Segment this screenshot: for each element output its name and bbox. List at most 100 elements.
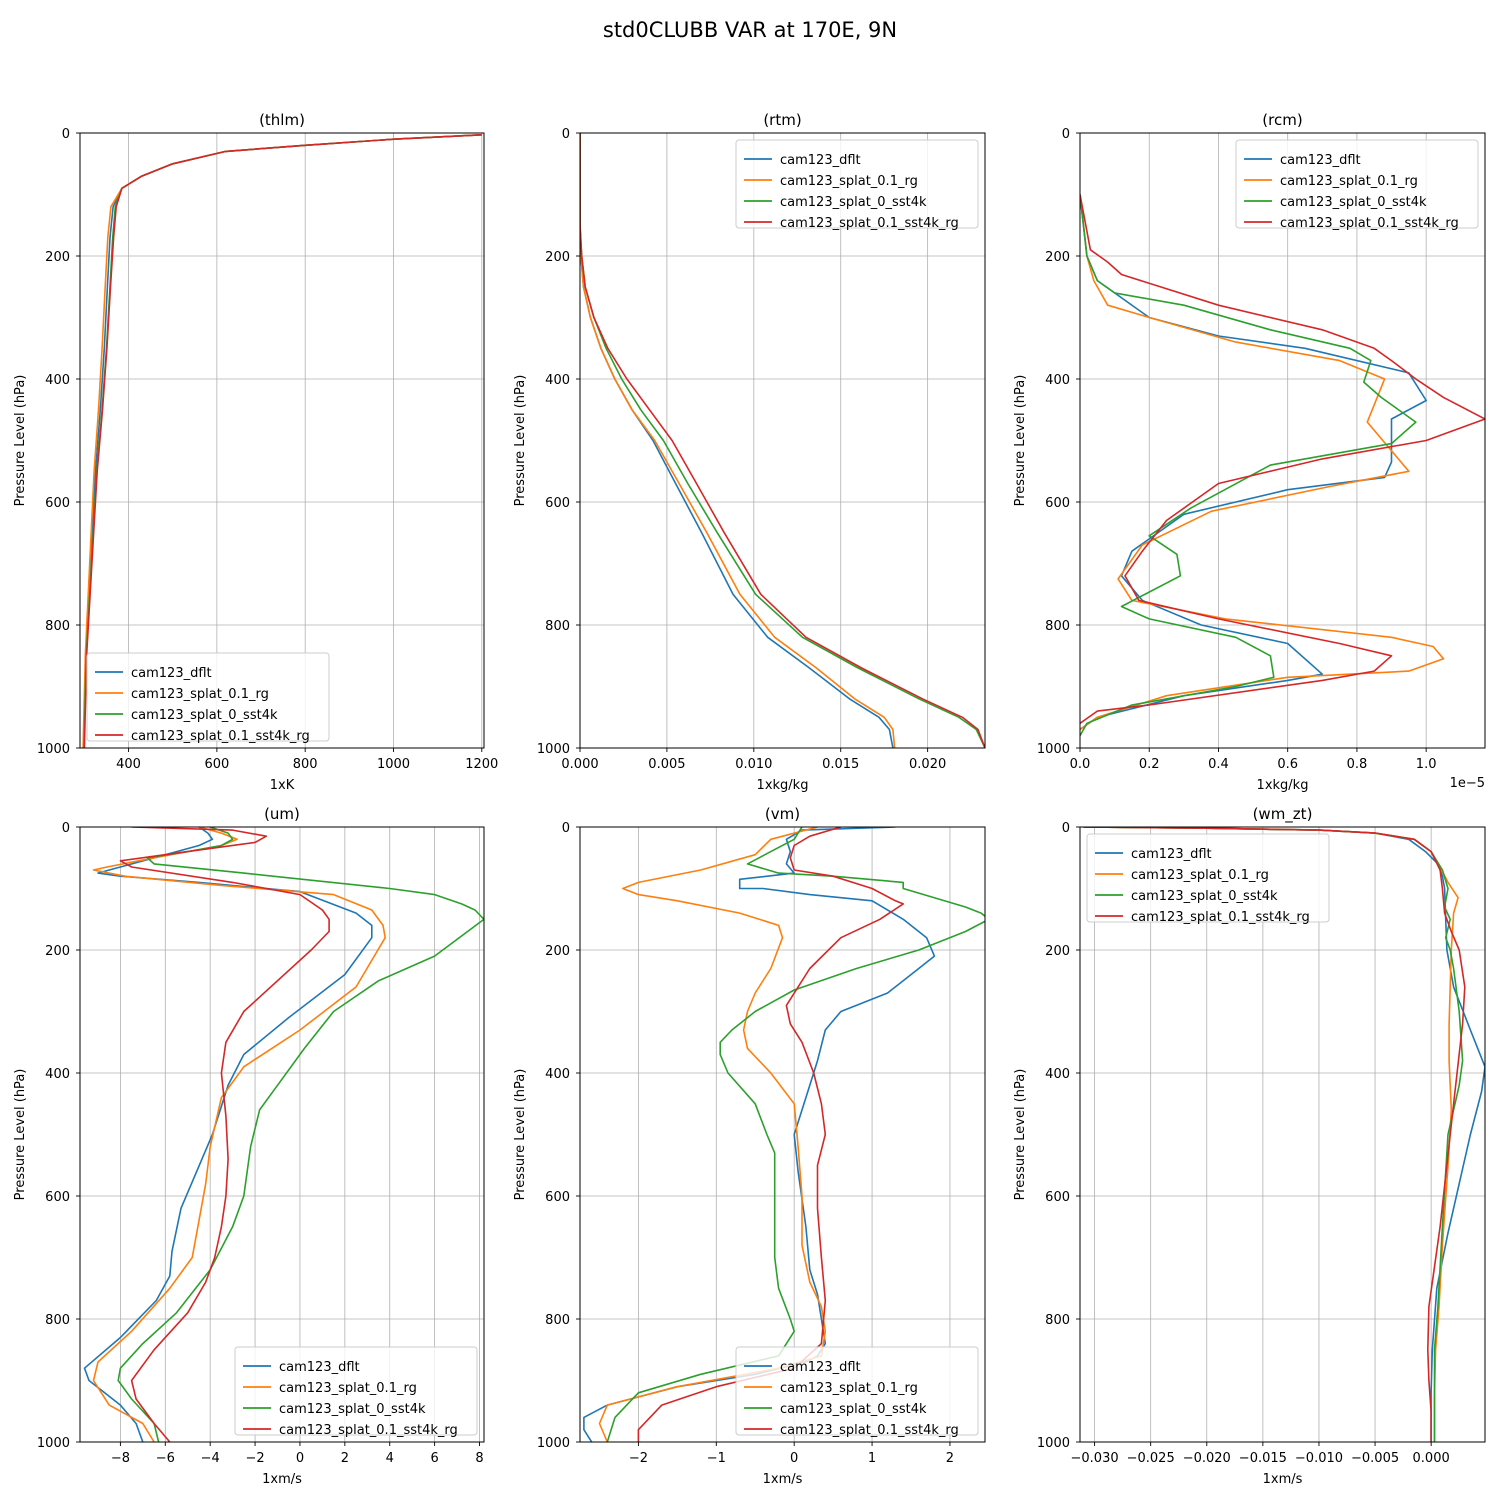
x-tick-label: 0.020 (909, 757, 946, 772)
legend-entry: cam123_dflt (780, 1360, 861, 1375)
legend: cam123_dflt cam123_splat_0.1_rg cam123_spl… (234, 1346, 478, 1438)
legend-entry: cam123_dflt (131, 666, 212, 681)
x-tick-label: 0.6 (1277, 757, 1298, 772)
x-axis-label: 1xK (270, 778, 295, 793)
subplot-title: (rcm) (1262, 111, 1302, 129)
legend-entry: cam123_splat_0.1_rg (279, 1381, 417, 1396)
x-tick-label: 0.000 (561, 757, 598, 772)
x-tick-label: 400 (116, 757, 141, 772)
x-tick-label: −0.015 (1239, 1451, 1287, 1466)
x-tick-label: 0 (296, 1451, 304, 1466)
y-tick-label: 1000 (1037, 742, 1070, 757)
x-tick-label: 0.0 (1070, 757, 1091, 772)
y-tick-label: 0 (1062, 821, 1070, 836)
legend-entry: cam123_splat_0.1_sst4k_rg (780, 216, 959, 231)
series-group (83, 827, 484, 1442)
y-tick-label: 0 (62, 821, 70, 836)
x-tick-label: 2 (341, 1451, 349, 1466)
legend-entry: cam123_splat_0_sst4k (1280, 195, 1427, 210)
x-tick-label: 0.2 (1139, 757, 1160, 772)
legend: cam123_dflt cam123_splat_0.1_rg cam123_spl… (735, 1346, 979, 1438)
x-tick-label: 1000 (377, 757, 410, 772)
legend-entry: cam123_splat_0.1_rg (780, 1381, 918, 1396)
legend-box (234, 1346, 478, 1436)
series-group (82, 134, 482, 748)
subplot-wm-zt: −0.030 −0.025 −0.020 −0.015 −0.010 −0.005 0.00… (1013, 805, 1486, 1487)
y-axis-label: Pressure Level (hPa) (1013, 375, 1028, 507)
series-line-cam123-splat-0-sst4k (606, 827, 985, 1442)
x-tick-label: 0.010 (735, 757, 772, 772)
series-line-cam123-splat-0-1-rg (1080, 194, 1445, 731)
y-tick-label: 600 (545, 496, 570, 511)
x-offset-text: 1e−5 (1450, 776, 1485, 791)
subplot-title: (rtm) (763, 111, 801, 129)
x-tick-label: 600 (204, 757, 229, 772)
legend: cam123_dflt cam123_splat_0.1_rg cam123_spl… (1086, 833, 1330, 925)
legend: cam123_dflt cam123_splat_0.1_rg cam123_spl… (86, 652, 330, 744)
x-axis-label: 1xkg/kg (1257, 778, 1309, 793)
legend-entry: cam123_splat_0.1_rg (131, 687, 269, 702)
y-axis-label: Pressure Level (hPa) (513, 375, 528, 507)
legend: cam123_dflt cam123_splat_0.1_rg cam123_spl… (735, 139, 979, 231)
y-tick-label: 0 (562, 821, 570, 836)
legend-entry: cam123_splat_0_sst4k (279, 1402, 426, 1417)
x-tick-label: 0.015 (822, 757, 859, 772)
legend-box (1235, 139, 1479, 229)
legend-box (1086, 833, 1330, 923)
axes-frame (579, 132, 986, 749)
y-tick-label: 1000 (1037, 1436, 1070, 1451)
legend-entry: cam123_splat_0.1_rg (1280, 174, 1418, 189)
x-tick-label: 8 (475, 1451, 483, 1466)
legend: cam123_dflt cam123_splat_0.1_rg cam123_spl… (1235, 139, 1479, 231)
y-tick-label: 400 (545, 1067, 570, 1082)
y-tick-label: 600 (45, 496, 70, 511)
legend-entry: cam123_dflt (780, 153, 861, 168)
x-tick-label: −8 (111, 1451, 130, 1466)
y-tick-label: 600 (545, 1190, 570, 1205)
y-tick-label: 200 (545, 944, 570, 959)
y-tick-label: 200 (1045, 944, 1070, 959)
y-tick-label: 1000 (37, 742, 70, 757)
grid (1080, 826, 1485, 1443)
x-tick-label: 2 (946, 1451, 954, 1466)
subplot-title: (thlm) (259, 111, 305, 129)
subplot-um: −8 −6 −4 −2 0 2 4 6 8 0 200 400 600 800 1000 (um) 1xm/s P… (13, 805, 485, 1487)
x-axis-label: 1xm/s (763, 1472, 803, 1487)
legend-entry: cam123_splat_0.1_sst4k_rg (131, 729, 310, 744)
x-tick-label: 6 (430, 1451, 438, 1466)
axes-frame (1079, 132, 1486, 749)
x-tick-label: −2 (629, 1451, 648, 1466)
legend-entry: cam123_splat_0.1_rg (1131, 868, 1269, 883)
y-tick-label: 0 (1062, 127, 1070, 142)
y-tick-label: 800 (545, 1313, 570, 1328)
x-tick-label: −2 (245, 1451, 264, 1466)
y-tick-label: 400 (45, 1067, 70, 1082)
y-tick-label: 800 (45, 619, 70, 634)
series-line-cam123-splat-0-1-rg (92, 827, 387, 1442)
legend-box (735, 1346, 979, 1436)
series-line-cam123-splat-0-sst4k (1080, 194, 1417, 737)
x-tick-label: 0.005 (648, 757, 685, 772)
series-group (1083, 827, 1485, 1442)
y-axis-label: Pressure Level (hPa) (13, 375, 28, 507)
x-tick-label: 1200 (465, 757, 498, 772)
x-tick-label: −0.030 (1071, 1451, 1119, 1466)
x-tick-label: 0.8 (1347, 757, 1368, 772)
x-tick-label: 0.000 (1413, 1451, 1450, 1466)
x-tick-label: 800 (293, 757, 318, 772)
legend-entry: cam123_splat_0_sst4k (1131, 889, 1278, 904)
figure-title: std0CLUBB VAR at 170E, 9N (603, 18, 897, 42)
y-tick-label: 1000 (537, 742, 570, 757)
x-tick-label: −0.005 (1351, 1451, 1399, 1466)
legend-entry: cam123_dflt (1280, 153, 1361, 168)
legend-entry: cam123_splat_0.1_sst4k_rg (279, 1423, 458, 1438)
axes-frame (579, 826, 986, 1443)
series-group (580, 133, 985, 748)
y-tick-label: 400 (1045, 373, 1070, 388)
x-tick-label: −0.020 (1183, 1451, 1231, 1466)
subplot-rtm: 0.000 0.005 0.010 0.015 0.020 0 200 400 600 800 10… (513, 111, 986, 793)
y-tick-label: 600 (1045, 1190, 1070, 1205)
series-line-cam123-splat-0-1-sst4k-rg (1083, 827, 1466, 1442)
axes-frame (79, 132, 485, 749)
